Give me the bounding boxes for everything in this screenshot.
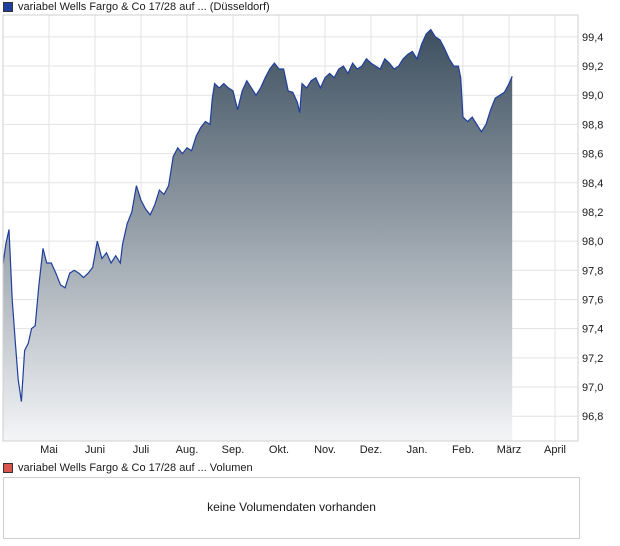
y-tick-label: 98,2: [582, 207, 603, 219]
y-tick-label: 97,8: [582, 265, 603, 277]
x-tick-label: Nov.: [314, 444, 336, 456]
y-tick-label: 98,4: [582, 178, 603, 190]
y-tick-label: 98,6: [582, 149, 603, 161]
x-tick-label: Mai: [40, 444, 58, 456]
price-legend-label: variabel Wells Fargo & Co 17/28 auf ... …: [18, 1, 270, 13]
no-volume-message: keine Volumendaten vorhanden: [207, 500, 376, 514]
y-tick-label: 99,2: [582, 61, 603, 73]
y-tick-label: 97,4: [582, 324, 603, 336]
price-series-swatch: [3, 2, 13, 12]
x-tick-label: Juli: [133, 444, 150, 456]
y-tick-label: 96,8: [582, 411, 603, 423]
volume-panel: keine Volumendaten vorhanden: [3, 477, 580, 539]
x-tick-label: Okt.: [269, 444, 289, 456]
price-chart: 96,8 97,0 97,2 97,4 97,6 97,8 98,0 98,2 98,4 98,6…: [2, 14, 603, 456]
x-tick-label: Jan.: [407, 444, 428, 456]
volume-series-swatch: [3, 463, 13, 473]
price-area: [3, 29, 513, 441]
y-tick-label: 99,0: [582, 90, 603, 102]
y-tick-label: 98,8: [582, 119, 603, 131]
x-tick-label: Aug.: [176, 444, 199, 456]
x-tick-label: April: [544, 444, 566, 456]
x-tick-label: Sep.: [222, 444, 245, 456]
volume-legend: variabel Wells Fargo & Co 17/28 auf ... …: [3, 461, 253, 475]
x-tick-label: März: [497, 444, 521, 456]
x-tick-label: Dez.: [360, 444, 383, 456]
y-tick-label: 97,0: [582, 382, 603, 394]
price-legend: variabel Wells Fargo & Co 17/28 auf ... …: [3, 0, 270, 14]
volume-legend-label: variabel Wells Fargo & Co 17/28 auf ... …: [18, 462, 253, 474]
y-tick-label: 97,2: [582, 353, 603, 365]
x-tick-label: Feb.: [452, 444, 474, 456]
x-tick-label: Juni: [85, 444, 105, 456]
plot-frame: [2, 14, 579, 442]
price-line: [3, 28, 513, 402]
y-tick-label: 98,0: [582, 236, 603, 248]
y-tick-label: 97,6: [582, 294, 603, 306]
y-tick-label: 99,4: [582, 32, 603, 44]
